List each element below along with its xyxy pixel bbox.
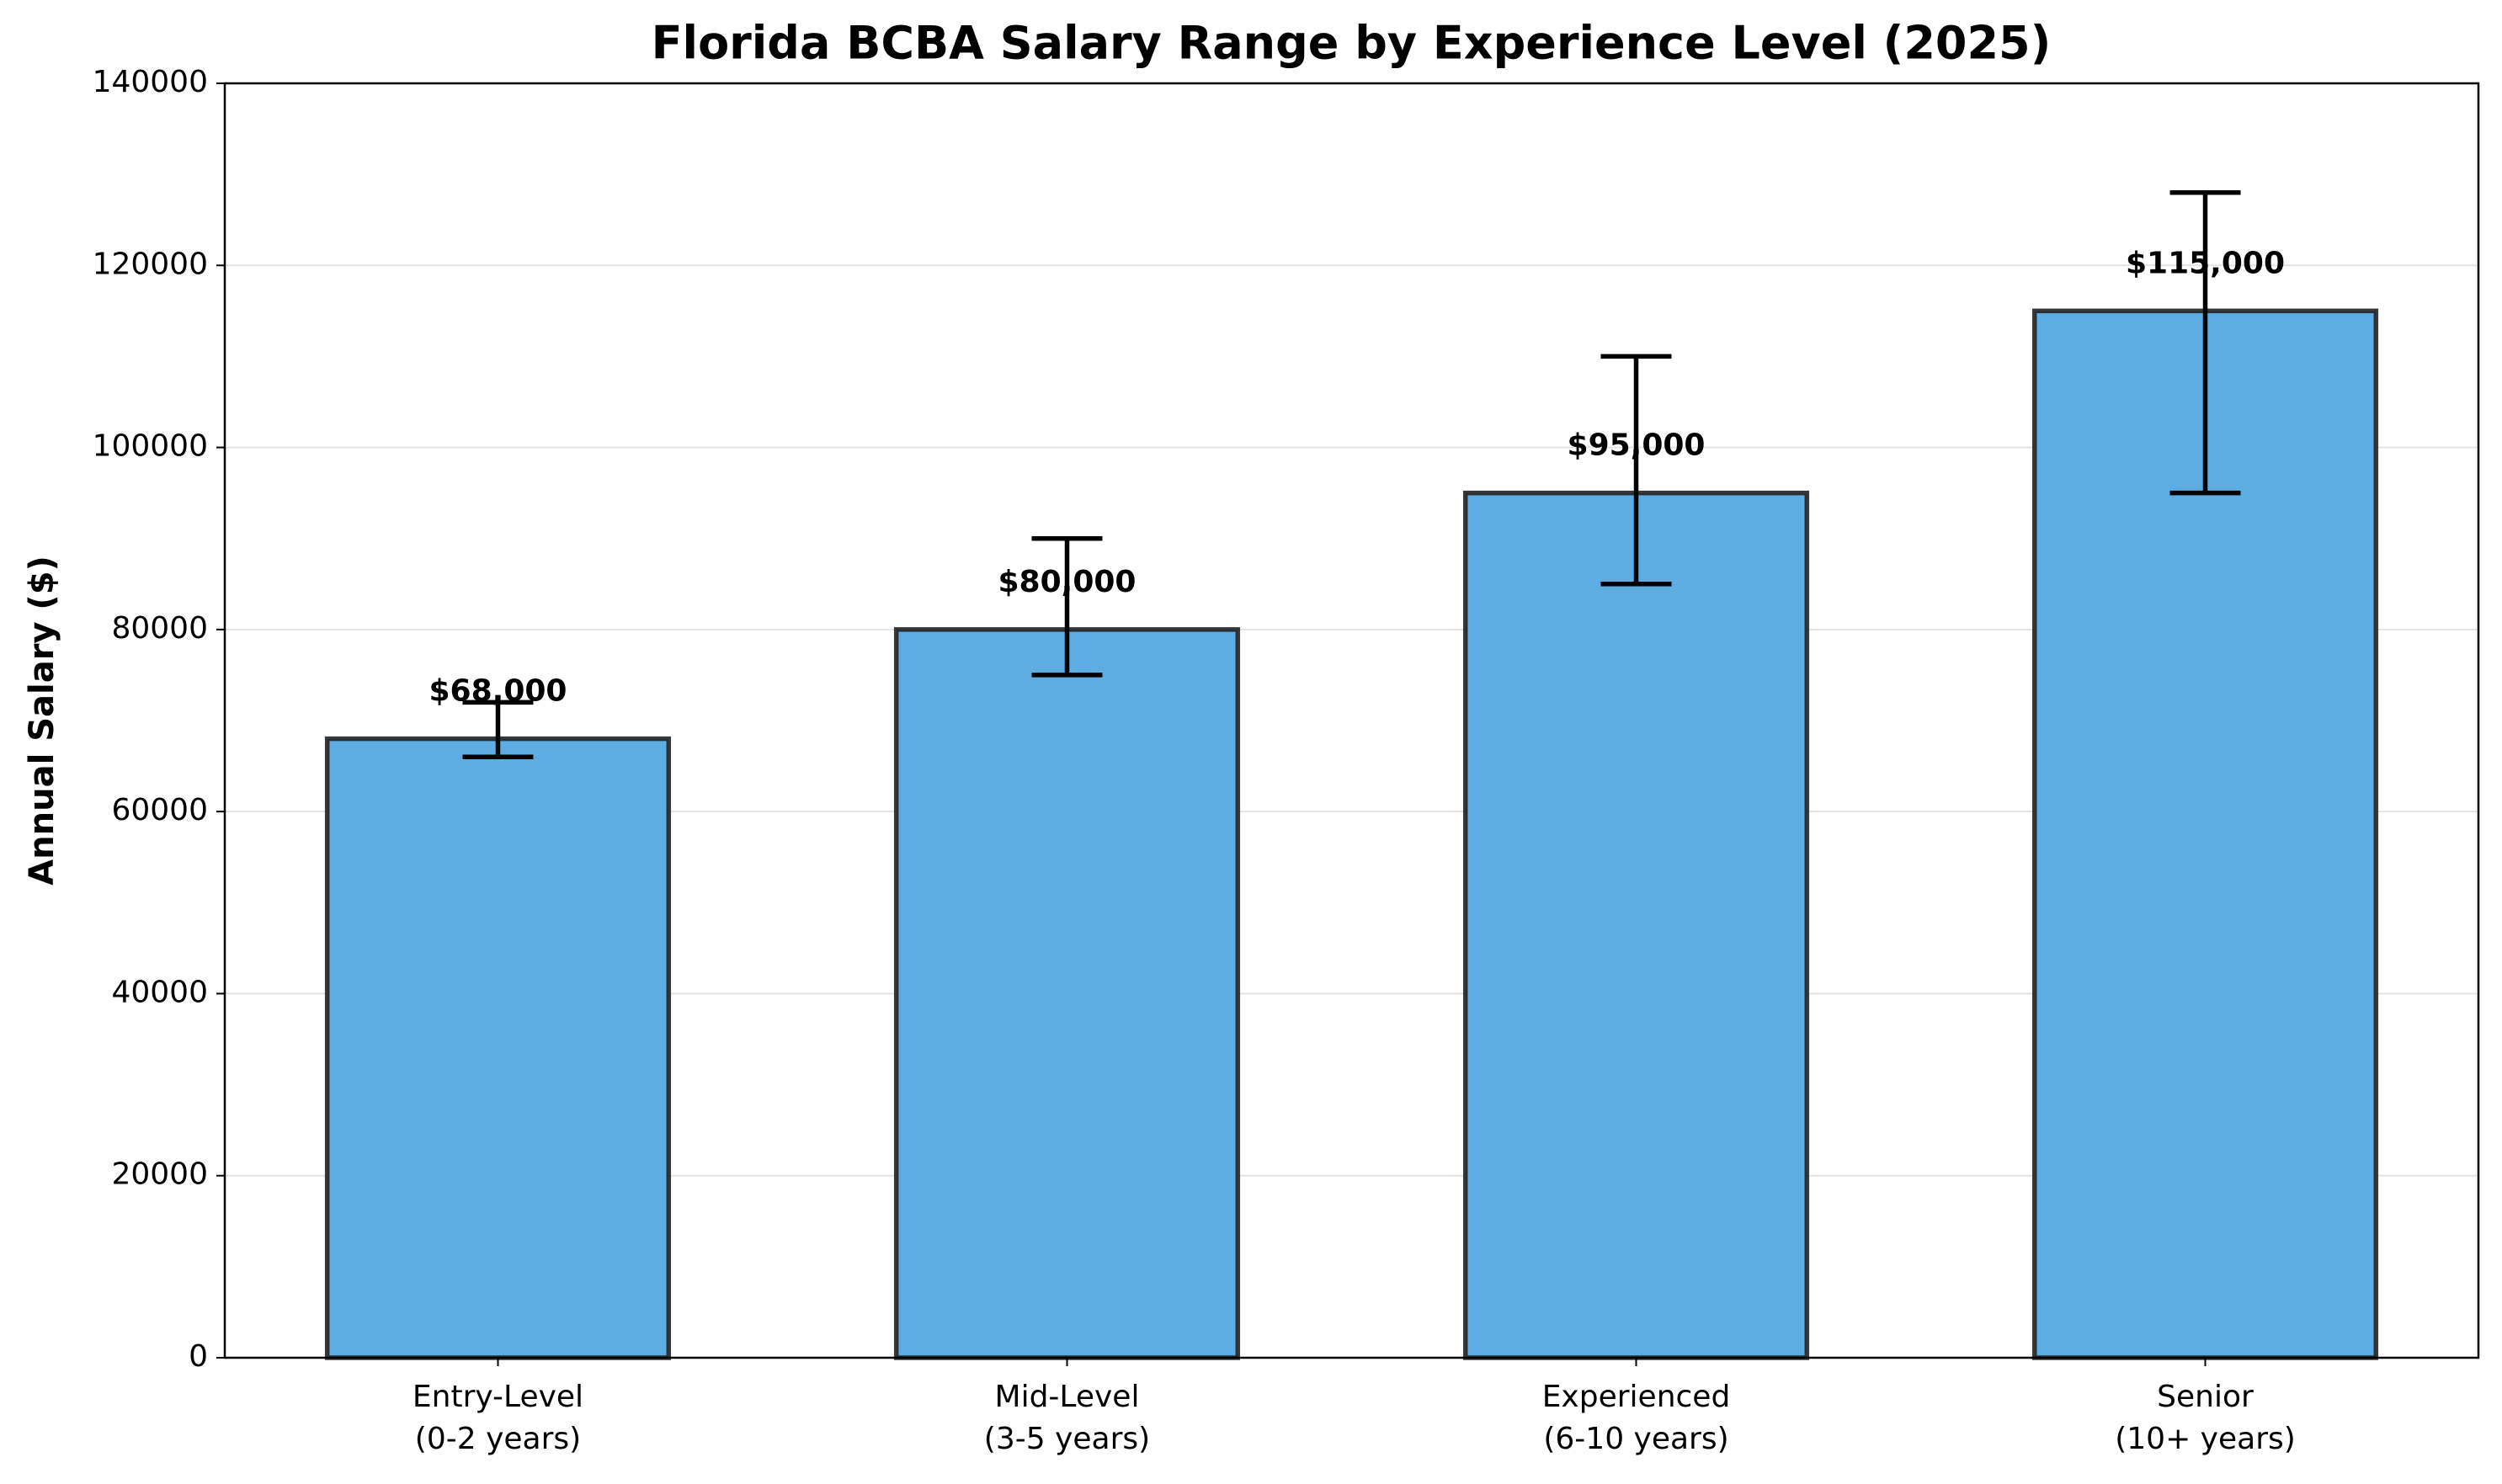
x-tick-label: Entry-Level (0-2 years) [413, 1380, 583, 1456]
y-tick-label: 80000 [111, 611, 208, 646]
bar [893, 627, 1241, 1360]
error-bar [1031, 535, 1103, 678]
x-tick-label: Mid-Level (3-5 years) [984, 1380, 1150, 1456]
y-tick-label: 60000 [111, 793, 208, 827]
value-label: $95,000 [1568, 428, 1706, 463]
plot-frame [223, 82, 2480, 1359]
x-tick-label-line: Mid-Level [995, 1380, 1140, 1414]
y-tick-label: 20000 [111, 1157, 208, 1192]
x-tick-label-line: (6-10 years) [1543, 1422, 1728, 1456]
y-tick-label: 40000 [111, 975, 208, 1009]
value-label: $80,000 [998, 565, 1137, 599]
x-tick-label-line: (10+ years) [2115, 1422, 2296, 1456]
error-bar [1600, 354, 1672, 587]
value-label: $115,000 [2126, 246, 2285, 280]
chart-title: Florida BCBA Salary Range by Experience … [652, 17, 2052, 70]
x-tick-label: Experienced (6-10 years) [1542, 1380, 1731, 1456]
error-bar [2169, 190, 2241, 496]
x-tick-label-line: (0-2 years) [415, 1422, 581, 1456]
x-tick-label-line: Senior [2157, 1380, 2254, 1414]
x-tick-label-line: Entry-Level [413, 1380, 583, 1414]
y-tick-label: 100000 [93, 429, 208, 464]
y-tick-label: 140000 [93, 65, 208, 99]
x-tick-label-line: Experienced [1542, 1380, 1731, 1414]
bar [1462, 490, 1810, 1360]
x-tick-label: Senior (10+ years) [2115, 1380, 2296, 1456]
error-bar [462, 699, 534, 760]
y-axis-label: Annual Salary ($) [23, 556, 61, 886]
y-tick-label: 0 [189, 1339, 208, 1374]
value-label: $68,000 [429, 674, 567, 709]
x-tick-label-line: (3-5 years) [984, 1422, 1150, 1456]
y-tick-label: 120000 [93, 247, 208, 281]
bar [324, 736, 672, 1360]
